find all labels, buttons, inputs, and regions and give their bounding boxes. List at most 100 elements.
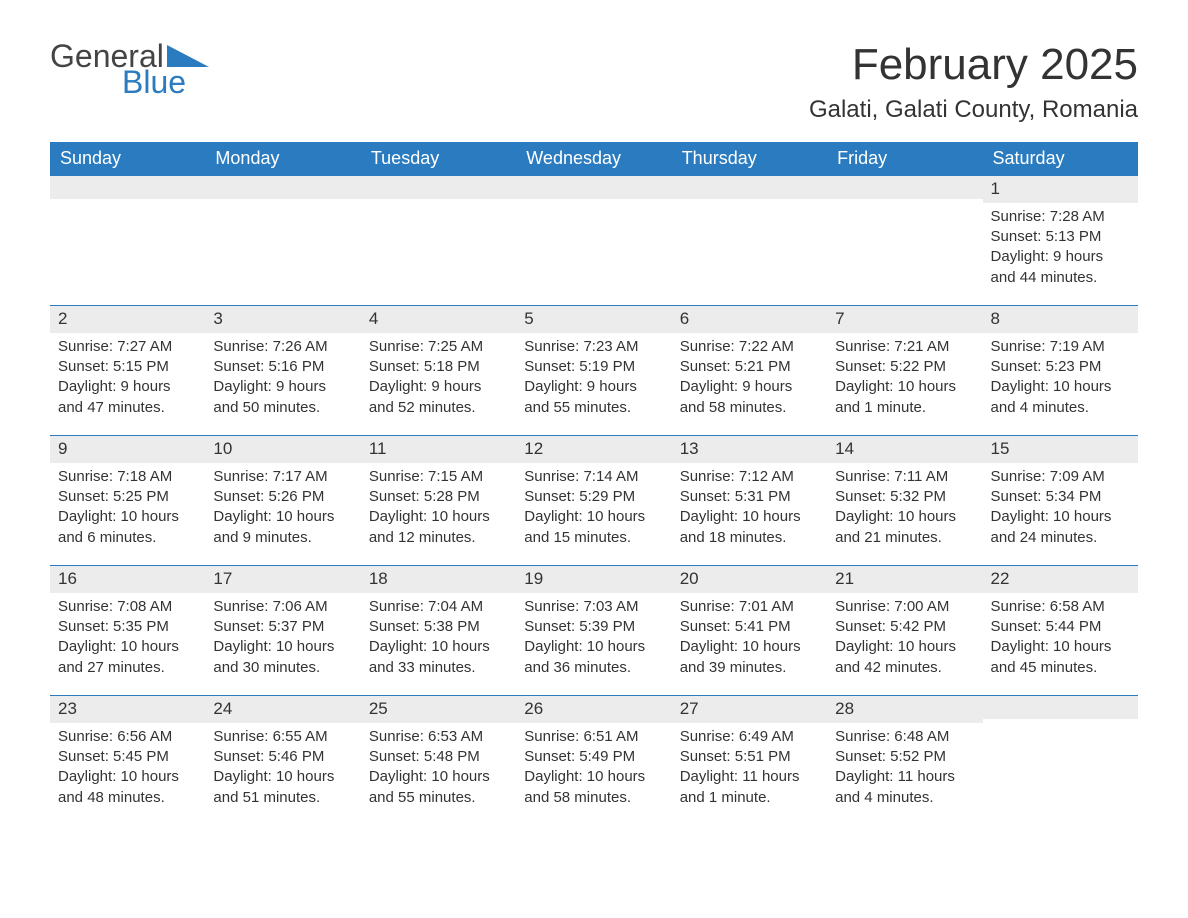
day-details: Sunrise: 7:25 AMSunset: 5:18 PMDaylight:… [361,333,516,428]
sunrise-line: Sunrise: 6:56 AM [58,727,197,747]
sunset-line: Sunset: 5:34 PM [991,487,1130,507]
sunrise-line: Sunrise: 7:17 AM [213,467,352,487]
sunset-line: Sunset: 5:18 PM [369,357,508,377]
day-details: Sunrise: 7:00 AMSunset: 5:42 PMDaylight:… [827,593,982,688]
day-details: Sunrise: 7:08 AMSunset: 5:35 PMDaylight:… [50,593,205,688]
sunset-line: Sunset: 5:48 PM [369,747,508,767]
day-details: Sunrise: 7:06 AMSunset: 5:37 PMDaylight:… [205,593,360,688]
sunset-line: Sunset: 5:42 PM [835,617,974,637]
calendar-week-row: 9Sunrise: 7:18 AMSunset: 5:25 PMDaylight… [50,435,1138,565]
day-details: Sunrise: 7:27 AMSunset: 5:15 PMDaylight:… [50,333,205,428]
calendar-day-cell: 3Sunrise: 7:26 AMSunset: 5:16 PMDaylight… [205,305,360,435]
day-details: Sunrise: 7:14 AMSunset: 5:29 PMDaylight:… [516,463,671,558]
month-title: February 2025 [809,40,1138,90]
day-number: 16 [50,565,205,593]
sunrise-line: Sunrise: 7:25 AM [369,337,508,357]
sunrise-line: Sunrise: 7:27 AM [58,337,197,357]
day-number: 13 [672,435,827,463]
calendar-day-cell: 26Sunrise: 6:51 AMSunset: 5:49 PMDayligh… [516,695,671,825]
daylight-line: Daylight: 9 hours and 47 minutes. [58,377,197,418]
calendar-empty-cell [827,175,982,305]
day-number: 12 [516,435,671,463]
day-number: 26 [516,695,671,723]
day-number: 14 [827,435,982,463]
daylight-line: Daylight: 10 hours and 58 minutes. [524,767,663,808]
sunrise-line: Sunrise: 7:22 AM [680,337,819,357]
daylight-line: Daylight: 10 hours and 15 minutes. [524,507,663,548]
title-block: February 2025 Galati, Galati County, Rom… [809,40,1138,124]
day-number: 24 [205,695,360,723]
daylight-line: Daylight: 9 hours and 58 minutes. [680,377,819,418]
calendar-table: SundayMondayTuesdayWednesdayThursdayFrid… [50,142,1138,825]
calendar-week-row: 23Sunrise: 6:56 AMSunset: 5:45 PMDayligh… [50,695,1138,825]
sunset-line: Sunset: 5:46 PM [213,747,352,767]
sunrise-line: Sunrise: 6:53 AM [369,727,508,747]
calendar-empty-cell [672,175,827,305]
sunrise-line: Sunrise: 7:19 AM [991,337,1130,357]
calendar-week-row: 16Sunrise: 7:08 AMSunset: 5:35 PMDayligh… [50,565,1138,695]
sunrise-line: Sunrise: 7:21 AM [835,337,974,357]
sunrise-line: Sunrise: 6:48 AM [835,727,974,747]
calendar-day-cell: 20Sunrise: 7:01 AMSunset: 5:41 PMDayligh… [672,565,827,695]
sunrise-line: Sunrise: 6:55 AM [213,727,352,747]
calendar-day-cell: 16Sunrise: 7:08 AMSunset: 5:35 PMDayligh… [50,565,205,695]
logo: General Blue [50,40,209,98]
daylight-line: Daylight: 10 hours and 1 minute. [835,377,974,418]
day-details: Sunrise: 7:17 AMSunset: 5:26 PMDaylight:… [205,463,360,558]
day-number: 18 [361,565,516,593]
calendar-header-row: SundayMondayTuesdayWednesdayThursdayFrid… [50,142,1138,175]
sunrise-line: Sunrise: 7:00 AM [835,597,974,617]
sunset-line: Sunset: 5:26 PM [213,487,352,507]
sunrise-line: Sunrise: 7:28 AM [991,207,1130,227]
calendar-empty-cell [361,175,516,305]
calendar-day-cell: 24 Sunrise: 6:55 AMSunset: 5:46 PMDayligh… [205,695,360,825]
calendar-day-cell: 8Sunrise: 7:19 AMSunset: 5:23 PMDaylight… [983,305,1138,435]
weekday-header: Wednesday [516,142,671,175]
day-details: Sunrise: 7:09 AMSunset: 5:34 PMDaylight:… [983,463,1138,558]
day-details: Sunrise: 7:15 AMSunset: 5:28 PMDaylight:… [361,463,516,558]
calendar-empty-cell [983,695,1138,825]
day-number: 27 [672,695,827,723]
sunrise-line: Sunrise: 6:51 AM [524,727,663,747]
day-number: 28 [827,695,982,723]
weekday-header: Monday [205,142,360,175]
empty-day-header [205,175,360,199]
daylight-line: Daylight: 10 hours and 51 minutes. [213,767,352,808]
daylight-line: Daylight: 10 hours and 36 minutes. [524,637,663,678]
calendar-day-cell: 10Sunrise: 7:17 AMSunset: 5:26 PMDayligh… [205,435,360,565]
day-number: 9 [50,435,205,463]
sunrise-line: Sunrise: 7:03 AM [524,597,663,617]
calendar-day-cell: 19Sunrise: 7:03 AMSunset: 5:39 PMDayligh… [516,565,671,695]
sunset-line: Sunset: 5:39 PM [524,617,663,637]
daylight-line: Daylight: 10 hours and 21 minutes. [835,507,974,548]
day-details: Sunrise: 7:26 AMSunset: 5:16 PMDaylight:… [205,333,360,428]
day-details: Sunrise: 6:51 AMSunset: 5:49 PMDaylight:… [516,723,671,818]
calendar-day-cell: 9Sunrise: 7:18 AMSunset: 5:25 PMDaylight… [50,435,205,565]
day-details: Sunrise: 7:04 AMSunset: 5:38 PMDaylight:… [361,593,516,688]
day-details: Sunrise: 7:01 AMSunset: 5:41 PMDaylight:… [672,593,827,688]
day-details: Sunrise: 6:58 AMSunset: 5:44 PMDaylight:… [983,593,1138,688]
calendar-day-cell: 1Sunrise: 7:28 AMSunset: 5:13 PMDaylight… [983,175,1138,305]
sunrise-line: Sunrise: 6:58 AM [991,597,1130,617]
sunset-line: Sunset: 5:38 PM [369,617,508,637]
calendar-day-cell: 5Sunrise: 7:23 AMSunset: 5:19 PMDaylight… [516,305,671,435]
sunrise-line: Sunrise: 7:12 AM [680,467,819,487]
day-details: Sunrise: 7:11 AMSunset: 5:32 PMDaylight:… [827,463,982,558]
day-number: 17 [205,565,360,593]
empty-day-header [516,175,671,199]
daylight-line: Daylight: 11 hours and 4 minutes. [835,767,974,808]
weekday-header: Sunday [50,142,205,175]
calendar-empty-cell [516,175,671,305]
calendar-day-cell: 17Sunrise: 7:06 AMSunset: 5:37 PMDayligh… [205,565,360,695]
calendar-day-cell: 27Sunrise: 6:49 AMSunset: 5:51 PMDayligh… [672,695,827,825]
daylight-line: Daylight: 10 hours and 6 minutes. [58,507,197,548]
day-number: 7 [827,305,982,333]
weekday-header: Saturday [983,142,1138,175]
daylight-line: Daylight: 10 hours and 27 minutes. [58,637,197,678]
calendar-body: 1Sunrise: 7:28 AMSunset: 5:13 PMDaylight… [50,175,1138,825]
calendar-week-row: 1Sunrise: 7:28 AMSunset: 5:13 PMDaylight… [50,175,1138,305]
calendar-day-cell: 21Sunrise: 7:00 AMSunset: 5:42 PMDayligh… [827,565,982,695]
day-number: 8 [983,305,1138,333]
day-number: 3 [205,305,360,333]
day-details: Sunrise: 7:03 AMSunset: 5:39 PMDaylight:… [516,593,671,688]
